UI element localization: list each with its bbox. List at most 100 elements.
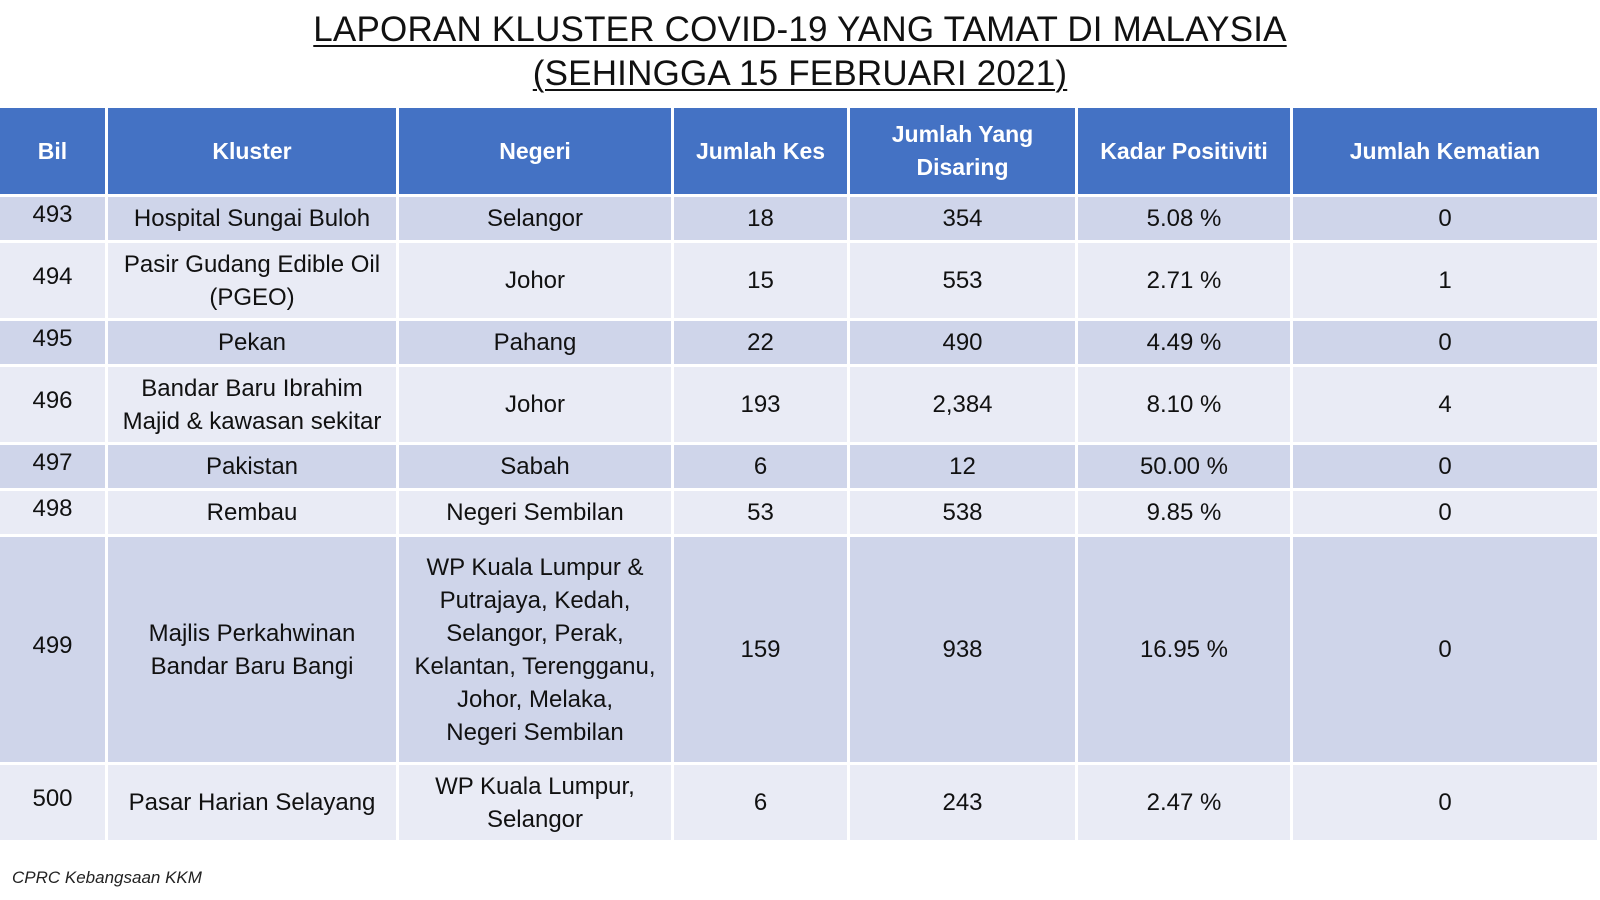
header-jumlah-kes: Jumlah Kes — [674, 108, 847, 194]
cell-jumlah-kes: 6 — [674, 765, 847, 840]
header-bil: Bil — [0, 108, 105, 194]
table-row: 499 Majlis Perkahwinan Bandar Baru Bangi WP… — [0, 537, 1597, 762]
bil-value: 496 — [32, 387, 73, 414]
negeri-line: Selangor — [486, 205, 584, 232]
report-title: LAPORAN KLUSTER COVID-19 YANG TAMAT DI M… — [0, 8, 1600, 96]
negeri-line: WP Kuala Lumpur & — [426, 553, 644, 581]
cell-kadar-positiviti: 4.49 % — [1078, 321, 1290, 364]
bil-value: 500 — [32, 785, 73, 812]
header-jumlah-disaring-line2: Disaring — [916, 154, 1009, 180]
table-row: 498 Rembau Negeri Sembilan 53 538 9.85 % 0 — [0, 491, 1597, 534]
negeri-line: Negeri Sembilan — [446, 499, 624, 526]
negeri-line: Johor, Melaka, — [456, 685, 614, 713]
cell-bil: 495 — [0, 321, 105, 364]
header-row: Bil Kluster Negeri Jumlah Kes Jumlah Yan… — [0, 108, 1597, 194]
cell-jumlah-kematian: 0 — [1293, 321, 1597, 364]
cell-negeri: Negeri Sembilan — [399, 491, 671, 534]
kluster-line: Majlis Perkahwinan — [148, 619, 356, 647]
kluster-line: Hospital Sungai Buloh — [133, 205, 371, 232]
bil-value: 497 — [32, 449, 73, 476]
table-row: 495 Pekan Pahang 22 490 4.49 % 0 — [0, 321, 1597, 364]
kluster-line: Bandar Baru Bangi — [150, 652, 354, 680]
header-kadar-positiviti: Kadar Positiviti — [1078, 108, 1290, 194]
cell-jumlah-disaring: 354 — [850, 197, 1075, 240]
negeri-line: Negeri Sembilan — [446, 718, 624, 746]
cell-jumlah-kematian: 0 — [1293, 197, 1597, 240]
cell-bil: 497 — [0, 445, 105, 488]
kluster-line: Bandar Baru Ibrahim — [141, 374, 363, 402]
cell-kluster: Bandar Baru Ibrahim Majid & kawasan sekit… — [108, 367, 396, 442]
header-jumlah-kematian: Jumlah Kematian — [1293, 108, 1597, 194]
bil-value: 498 — [32, 495, 73, 522]
cell-negeri: Selangor — [399, 197, 671, 240]
cell-jumlah-kematian: 0 — [1293, 491, 1597, 534]
kluster-line: Pasar Harian Selayang — [128, 789, 376, 816]
cell-jumlah-kes: 15 — [674, 243, 847, 318]
negeri-line: WP Kuala Lumpur, — [435, 772, 635, 800]
cell-negeri: Pahang — [399, 321, 671, 364]
cell-kluster: Majlis Perkahwinan Bandar Baru Bangi — [108, 537, 396, 762]
negeri-line: Kelantan, Terengganu, — [414, 652, 656, 680]
cell-jumlah-kes: 193 — [674, 367, 847, 442]
cell-jumlah-kes: 22 — [674, 321, 847, 364]
cell-kadar-positiviti: 50.00 % — [1078, 445, 1290, 488]
cell-kadar-positiviti: 2.71 % — [1078, 243, 1290, 318]
cell-kadar-positiviti: 16.95 % — [1078, 537, 1290, 762]
negeri-line: Pahang — [493, 329, 577, 356]
kluster-line: Pakistan — [205, 453, 299, 480]
kluster-line: Pekan — [217, 329, 287, 356]
cell-kluster: Pasar Harian Selayang — [108, 765, 396, 840]
negeri-line: Johor — [504, 391, 566, 418]
table-row: 494 Pasir Gudang Edible Oil (PGEO) Johor 15 5… — [0, 243, 1597, 318]
cell-jumlah-kes: 6 — [674, 445, 847, 488]
cell-negeri: Johor — [399, 243, 671, 318]
bil-value: 494 — [32, 263, 73, 290]
cell-negeri: Johor — [399, 367, 671, 442]
negeri-line: Sabah — [500, 453, 570, 480]
cell-bil: 499 — [0, 537, 105, 762]
negeri-line: Putrajaya, Kedah, — [439, 586, 631, 614]
cell-jumlah-disaring: 553 — [850, 243, 1075, 318]
cell-jumlah-disaring: 490 — [850, 321, 1075, 364]
cell-negeri: Sabah — [399, 445, 671, 488]
cell-jumlah-kematian: 1 — [1293, 243, 1597, 318]
cell-negeri: WP Kuala Lumpur & Putrajaya, Kedah, Selang… — [399, 537, 671, 762]
cell-kadar-positiviti: 8.10 % — [1078, 367, 1290, 442]
table-row: 497 Pakistan Sabah 6 12 50.00 % 0 — [0, 445, 1597, 488]
cluster-table: Bil Kluster Negeri Jumlah Kes Jumlah Yan… — [0, 105, 1600, 843]
cell-bil: 498 — [0, 491, 105, 534]
bil-value: 493 — [32, 201, 73, 228]
cell-jumlah-kematian: 0 — [1293, 537, 1597, 762]
cell-jumlah-kes: 53 — [674, 491, 847, 534]
table-body: 493 Hospital Sungai Buloh Selangor 18 354 5.0… — [0, 197, 1597, 840]
cell-kadar-positiviti: 9.85 % — [1078, 491, 1290, 534]
cell-jumlah-disaring: 243 — [850, 765, 1075, 840]
negeri-line: Selangor, Perak, — [446, 619, 624, 647]
table-row: 493 Hospital Sungai Buloh Selangor 18 354 5.0… — [0, 197, 1597, 240]
bil-value: 495 — [32, 325, 73, 352]
cell-kluster: Pakistan — [108, 445, 396, 488]
cell-negeri: WP Kuala Lumpur, Selangor — [399, 765, 671, 840]
cell-bil: 496 — [0, 367, 105, 442]
header-kluster: Kluster — [108, 108, 396, 194]
negeri-line: Selangor — [486, 805, 584, 833]
title-line-1: LAPORAN KLUSTER COVID-19 YANG TAMAT DI M… — [313, 10, 1287, 49]
header-jumlah-disaring: Jumlah Yang Disaring — [850, 108, 1075, 194]
cell-kluster: Pasir Gudang Edible Oil (PGEO) — [108, 243, 396, 318]
cell-jumlah-disaring: 12 — [850, 445, 1075, 488]
cell-bil: 493 — [0, 197, 105, 240]
title-line-2: (SEHINGGA 15 FEBRUARI 2021) — [532, 54, 1068, 93]
cell-jumlah-disaring: 938 — [850, 537, 1075, 762]
cell-kadar-positiviti: 2.47 % — [1078, 765, 1290, 840]
cell-bil: 494 — [0, 243, 105, 318]
cell-bil: 500 — [0, 765, 105, 840]
cell-kluster: Rembau — [108, 491, 396, 534]
header-negeri: Negeri — [399, 108, 671, 194]
cell-jumlah-kematian: 0 — [1293, 445, 1597, 488]
cell-jumlah-kes: 159 — [674, 537, 847, 762]
kluster-line: Rembau — [206, 499, 298, 526]
bil-value: 499 — [32, 632, 73, 659]
negeri-line: Johor — [504, 267, 566, 294]
source-footer: CPRC Kebangsaan KKM — [12, 868, 202, 887]
kluster-line: (PGEO) — [209, 283, 295, 311]
